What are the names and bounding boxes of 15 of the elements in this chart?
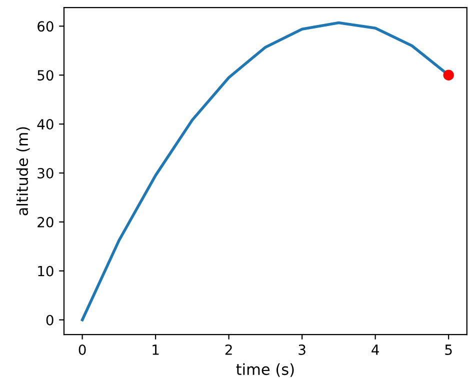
y-tick-label: 40 [37, 119, 54, 130]
x-tick-label: 0 [78, 344, 86, 356]
x-tick-label: 3 [298, 344, 306, 356]
y-tick-label: 50 [38, 70, 54, 81]
y-axis-title: altitude (m) [16, 127, 30, 216]
x-tick-label: 1 [152, 344, 159, 355]
y-tick-label: 20 [38, 216, 54, 228]
y-tick-label: 30 [38, 168, 54, 178]
y-tick-label: 10 [38, 266, 54, 276]
y-tick-label: 60 [38, 21, 54, 32]
x-tick-label: 2 [225, 344, 232, 355]
x-tick-label: 4 [372, 344, 379, 355]
x-tick-label: 5 [445, 344, 452, 356]
y-tick-label: 0 [46, 314, 54, 326]
x-axis-title: time (s) [236, 363, 294, 377]
